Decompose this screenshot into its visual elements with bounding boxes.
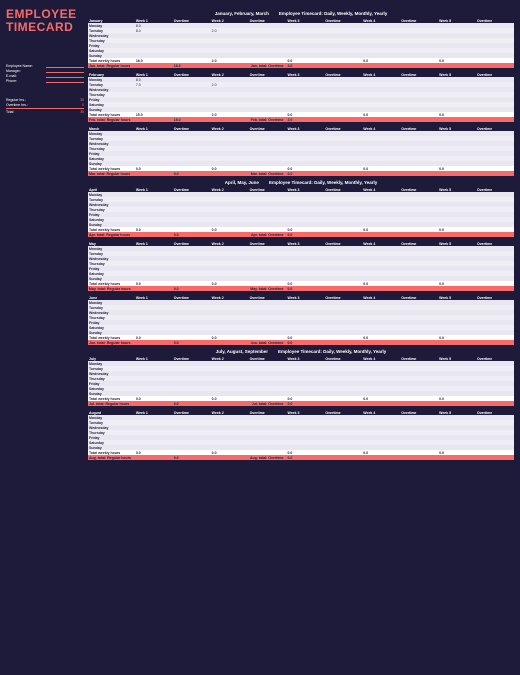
timecard-table: JanuaryWeek 1OvertimeWeek 2OvertimeWeek …	[88, 18, 514, 68]
quarter-months: April, May, June	[225, 180, 259, 185]
total-reg-value: 0.0	[173, 401, 211, 406]
month-block: JuneWeek 1OvertimeWeek 2OvertimeWeek 3Ov…	[88, 295, 514, 345]
label-phone: Phone:	[6, 79, 44, 83]
quarter-subtitle: Employee Timecard: Daily, Weekly, Monthl…	[269, 180, 377, 185]
month-block: MayWeek 1OvertimeWeek 2OvertimeWeek 3Ove…	[88, 241, 514, 291]
field-employee-name[interactable]	[46, 64, 84, 68]
total-reg-value: 0.0	[173, 340, 211, 345]
total-reg-value: 16.0	[173, 63, 211, 68]
month-total-row: Feb. total: Regular hours15.0Feb. total:…	[88, 117, 514, 122]
total-reg-value: 0.0	[173, 232, 211, 237]
label-email: E-mail:	[6, 74, 44, 78]
field-manager[interactable]	[46, 69, 84, 73]
label-manager: Manager:	[6, 69, 44, 73]
month-block: JanuaryWeek 1OvertimeWeek 2OvertimeWeek …	[88, 18, 514, 68]
quarter-months: January, February, March	[215, 11, 269, 16]
value-regular-hrs: 35	[80, 98, 84, 102]
summary-stats: Regular hrs.: 35 Overtime hrs.: 0 Total 35	[6, 98, 84, 114]
total-ot-label: Jul. total: Overtime	[211, 401, 287, 406]
quarter-subtitle: Employee Timecard: Daily, Weekly, Monthl…	[278, 349, 386, 354]
quarter-header: April, May, June Employee Timecard: Daily…	[88, 180, 514, 185]
quarter-header: July, August, September Employee Timecard…	[88, 349, 514, 354]
timecard-table: MayWeek 1OvertimeWeek 2OvertimeWeek 3Ove…	[88, 241, 514, 291]
total-reg-label: Apr. total: Regular hours	[88, 232, 173, 237]
field-phone[interactable]	[46, 79, 84, 83]
total-reg-label: Jun. total: Regular hours	[88, 340, 173, 345]
quarter-header: January, February, March Employee Timecar…	[88, 11, 514, 16]
quarter-subtitle: Employee Timecard: Daily, Weekly, Monthl…	[279, 11, 387, 16]
month-total-row: Jan. total: Regular hours16.0Jan. total:…	[88, 63, 514, 68]
total-reg-label: May. total: Regular hours	[88, 286, 173, 291]
total-reg-value: 0.0	[173, 171, 211, 176]
month-block: AprilWeek 1OvertimeWeek 2OvertimeWeek 3O…	[88, 187, 514, 237]
total-ot-label: Feb. total: Overtime	[211, 117, 287, 122]
field-email[interactable]	[46, 74, 84, 78]
timecard-table: JuneWeek 1OvertimeWeek 2OvertimeWeek 3Ov…	[88, 295, 514, 345]
label-regular-hrs: Regular hrs.:	[6, 98, 26, 102]
app-title-2: TIMECARD	[6, 21, 84, 34]
total-ot-label: Aug. total: Overtime	[211, 455, 287, 460]
month-total-row: May. total: Regular hours0.0May. total: …	[88, 286, 514, 291]
total-ot-value: 0.0	[286, 232, 324, 237]
month-total-row: Mar. total: Regular hours0.0Mar. total: …	[88, 171, 514, 176]
total-ot-label: Jan. total: Overtime	[211, 63, 287, 68]
total-ot-label: Mar. total: Overtime	[211, 171, 287, 176]
label-overtime-hrs: Overtime hrs.:	[6, 103, 28, 107]
total-reg-label: Mar. total: Regular hours	[88, 171, 173, 176]
total-ot-value: 2.0	[286, 117, 324, 122]
month-block: FebruaryWeek 1OvertimeWeek 2OvertimeWeek…	[88, 72, 514, 122]
month-block: JulyWeek 1OvertimeWeek 2OvertimeWeek 3Ov…	[88, 356, 514, 406]
total-ot-value: 0.0	[286, 340, 324, 345]
main-timecard: January, February, March Employee Timecar…	[88, 8, 514, 464]
total-ot-value: 2.0	[286, 63, 324, 68]
total-reg-label: Aug. total: Regular hours	[88, 455, 173, 460]
total-ot-value: 0.0	[286, 171, 324, 176]
timecard-table: MarchWeek 1OvertimeWeek 2OvertimeWeek 3O…	[88, 126, 514, 176]
total-reg-value: 0.0	[173, 286, 211, 291]
total-reg-value: 15.0	[173, 117, 211, 122]
month-total-row: Jun. total: Regular hours0.0Jun. total: …	[88, 340, 514, 345]
label-total: Total	[6, 110, 13, 114]
label-employee-name: Employee Name:	[6, 64, 44, 68]
month-total-row: Apr. total: Regular hours0.0Apr. total: …	[88, 232, 514, 237]
timecard-table: AprilWeek 1OvertimeWeek 2OvertimeWeek 3O…	[88, 187, 514, 237]
total-ot-label: Apr. total: Overtime	[211, 232, 287, 237]
employee-info: Employee Name: Manager: E-mail: Phone:	[6, 64, 84, 83]
month-block: MarchWeek 1OvertimeWeek 2OvertimeWeek 3O…	[88, 126, 514, 176]
timecard-table: JulyWeek 1OvertimeWeek 2OvertimeWeek 3Ov…	[88, 356, 514, 406]
total-ot-label: Jun. total: Overtime	[211, 340, 287, 345]
month-total-row: Jul. total: Regular hours0.0Jul. total: …	[88, 401, 514, 406]
timecard-table: AugustWeek 1OvertimeWeek 2OvertimeWeek 3…	[88, 410, 514, 460]
total-ot-value: 0.0	[286, 455, 324, 460]
total-reg-label: Feb. total: Regular hours	[88, 117, 173, 122]
total-reg-value: 0.0	[173, 455, 211, 460]
sidebar: EMPLOYEE TIMECARD Employee Name: Manager…	[6, 8, 84, 464]
value-overtime-hrs: 0	[82, 103, 84, 107]
total-reg-label: Jul. total: Regular hours	[88, 401, 173, 406]
value-total: 35	[80, 110, 84, 114]
month-block: AugustWeek 1OvertimeWeek 2OvertimeWeek 3…	[88, 410, 514, 460]
month-total-row: Aug. total: Regular hours0.0Aug. total: …	[88, 455, 514, 460]
total-ot-value: 0.0	[286, 401, 324, 406]
timecard-table: FebruaryWeek 1OvertimeWeek 2OvertimeWeek…	[88, 72, 514, 122]
total-ot-label: May. total: Overtime	[211, 286, 287, 291]
total-ot-value: 0.0	[286, 286, 324, 291]
quarter-months: July, August, September	[216, 349, 268, 354]
total-reg-label: Jan. total: Regular hours	[88, 63, 173, 68]
